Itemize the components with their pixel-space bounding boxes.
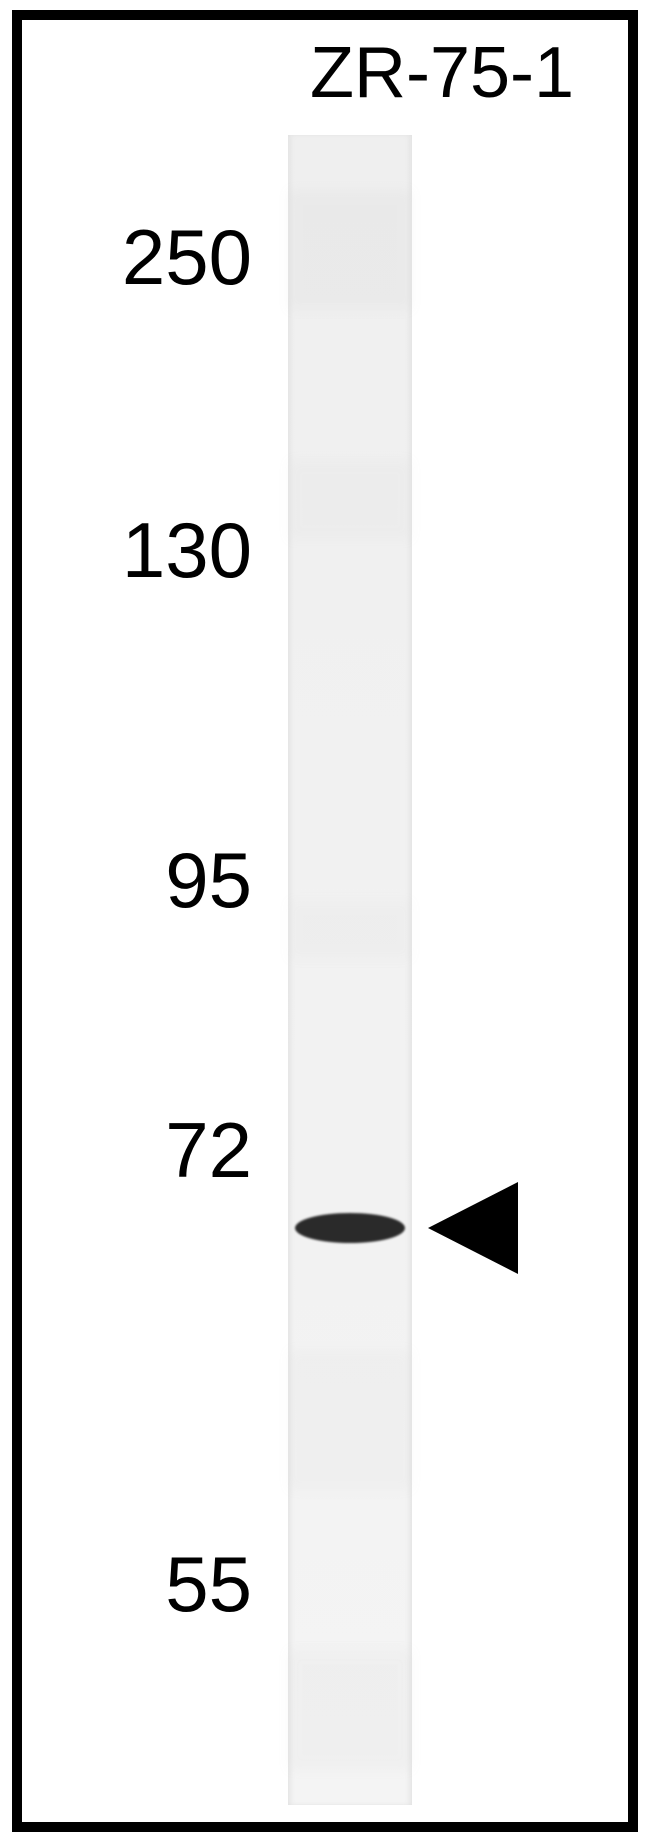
lane-header: ZR-75-1: [310, 32, 574, 114]
mw-marker-label: 55: [52, 1539, 252, 1630]
blot-lane: [288, 135, 412, 1805]
mw-marker-label: 130: [52, 505, 252, 596]
lane-smudge: [288, 190, 412, 310]
lane-smudge: [288, 1650, 412, 1770]
band-arrow-icon: [428, 1182, 518, 1274]
mw-marker-label: 95: [52, 835, 252, 926]
protein-band: [295, 1213, 405, 1243]
lane-smudge: [288, 900, 412, 960]
mw-marker-label: 250: [52, 212, 252, 303]
lane-smudge: [288, 1350, 412, 1490]
mw-marker-label: 72: [52, 1105, 252, 1196]
lane-smudge: [288, 460, 412, 540]
